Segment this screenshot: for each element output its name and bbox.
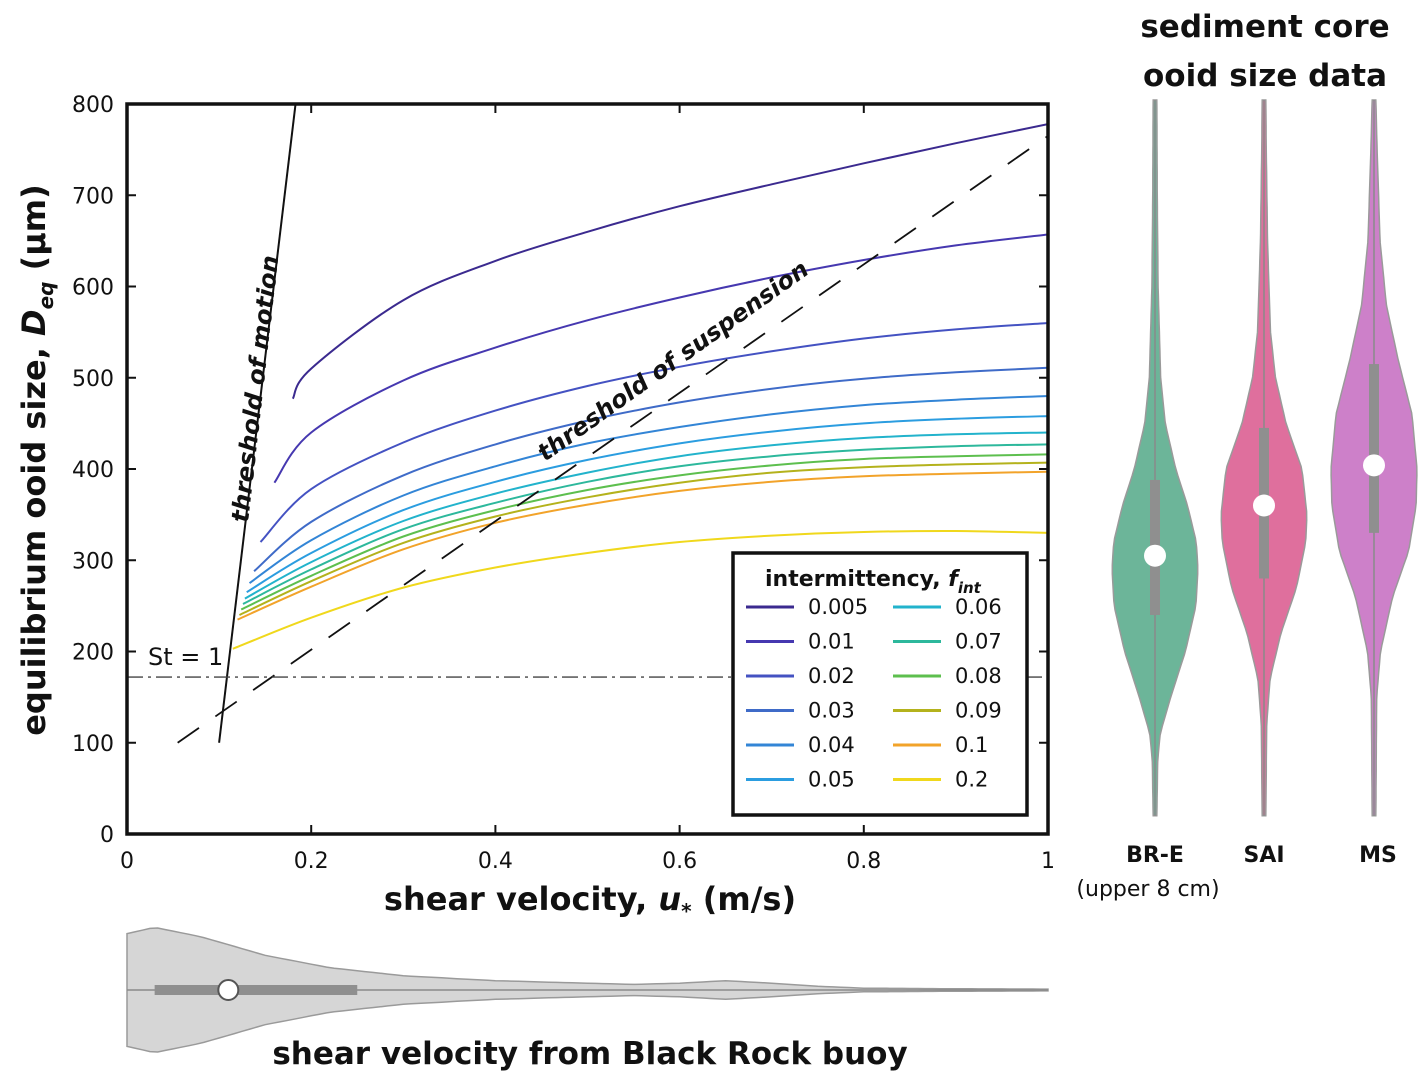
series-line-0.07 bbox=[242, 443, 1048, 605]
sediment-core-violins: sediment core ooid size data BR-E (upper… bbox=[1076, 9, 1418, 902]
legend-label: 0.1 bbox=[955, 733, 988, 757]
violin-sublabel-bre: (upper 8 cm) bbox=[1076, 877, 1219, 902]
y-tick-label: 800 bbox=[72, 93, 114, 118]
legend-label: 0.02 bbox=[808, 664, 855, 688]
y-axis-label: equilibrium ooid size, Deq (μm) bbox=[15, 184, 58, 736]
x-tick-label: 1 bbox=[1041, 849, 1055, 874]
main-plot: 0 0.2 0.4 0.6 0.8 1 0 100 200 300 400 500 600 700 800… bbox=[15, 93, 1055, 923]
y-tick-label: 0 bbox=[100, 823, 114, 848]
x-tick-label: 0.8 bbox=[846, 849, 881, 874]
violin-label-sai: SAI bbox=[1243, 843, 1284, 868]
y-tick-label: 700 bbox=[72, 184, 114, 209]
threshold-of-motion-label: threshold of motion bbox=[226, 254, 284, 524]
series-curves bbox=[232, 123, 1048, 650]
threshold-of-suspension-label: threshold of suspension bbox=[532, 255, 814, 467]
series-line-0.005 bbox=[291, 123, 1048, 400]
legend-items: 0.005 0.01 0.02 0.03 0.04 0.05 0.06 0.07 0.08 0.0… bbox=[746, 595, 1002, 792]
legend-box bbox=[731, 551, 1029, 817]
violin-median-dot bbox=[1144, 544, 1166, 567]
violin-label-bre: BR-E bbox=[1126, 843, 1184, 868]
series-line-0.01 bbox=[273, 233, 1048, 484]
x-tick-label: 0 bbox=[120, 849, 134, 874]
legend: intermittency, fint 0.0050.010.020.030.0… bbox=[731, 551, 1029, 817]
legend-label: 0.09 bbox=[955, 699, 1002, 723]
horizontal-violin-shape bbox=[126, 927, 1049, 1053]
violin-title-line1: sediment core bbox=[1140, 9, 1389, 45]
x-tick-label: 0.4 bbox=[478, 849, 513, 874]
x-axis-label: shear velocity, u* (m/s) bbox=[384, 880, 796, 923]
legend-title: intermittency, fint bbox=[765, 567, 982, 597]
legend-label: 0.05 bbox=[808, 768, 855, 792]
legend-label: 0.06 bbox=[955, 595, 1002, 619]
x-ticks: 0 0.2 0.4 0.6 0.8 1 bbox=[120, 104, 1055, 874]
y-tick-label: 600 bbox=[72, 276, 114, 301]
shear-velocity-violin: shear velocity from Black Rock buoy bbox=[126, 927, 1049, 1072]
threshold-of-motion-line bbox=[218, 104, 297, 743]
series-line-0.09 bbox=[238, 461, 1048, 616]
series-line-0.06 bbox=[244, 431, 1048, 600]
y-tick-label: 500 bbox=[72, 367, 114, 392]
series-line-0.1 bbox=[237, 470, 1048, 621]
legend-label: 0.03 bbox=[808, 699, 855, 723]
series-line-0.2 bbox=[232, 529, 1048, 650]
violin-label-ms: MS bbox=[1359, 843, 1397, 868]
x-tick-label: 0.2 bbox=[294, 849, 329, 874]
series-line-0.04 bbox=[248, 395, 1048, 584]
y-tick-label: 300 bbox=[72, 549, 114, 574]
violin-shapes bbox=[1111, 99, 1418, 817]
legend-label: 0.04 bbox=[808, 733, 855, 757]
legend-label: 0.005 bbox=[808, 595, 868, 619]
y-tick-label: 200 bbox=[72, 641, 114, 666]
horizontal-violin-median-dot bbox=[217, 979, 240, 1001]
series-line-0.05 bbox=[246, 415, 1048, 594]
y-ticks: 0 100 200 300 400 500 600 700 800 bbox=[72, 93, 1048, 848]
violin-median-dot bbox=[1363, 454, 1385, 477]
series-line-0.08 bbox=[240, 453, 1048, 611]
legend-label: 0.01 bbox=[808, 630, 855, 654]
violin-title-line2: ooid size data bbox=[1143, 58, 1387, 94]
stokes-label: St = 1 bbox=[148, 643, 223, 671]
legend-label: 0.2 bbox=[955, 768, 988, 792]
y-tick-label: 100 bbox=[72, 732, 114, 757]
series-line-0.02 bbox=[259, 322, 1048, 543]
legend-label: 0.08 bbox=[955, 664, 1002, 688]
horizontal-violin-iqr-box bbox=[154, 985, 358, 995]
threshold-of-suspension-line bbox=[177, 135, 1048, 744]
series-line-0.03 bbox=[253, 366, 1048, 572]
x-tick-label: 0.6 bbox=[662, 849, 697, 874]
violin-iqr-box bbox=[1369, 364, 1379, 533]
violin-median-dot bbox=[1253, 494, 1275, 517]
plot-frame bbox=[125, 102, 1050, 836]
y-tick-label: 400 bbox=[72, 458, 114, 483]
bottom-violin-title: shear velocity from Black Rock buoy bbox=[272, 1036, 907, 1072]
legend-label: 0.07 bbox=[955, 630, 1002, 654]
